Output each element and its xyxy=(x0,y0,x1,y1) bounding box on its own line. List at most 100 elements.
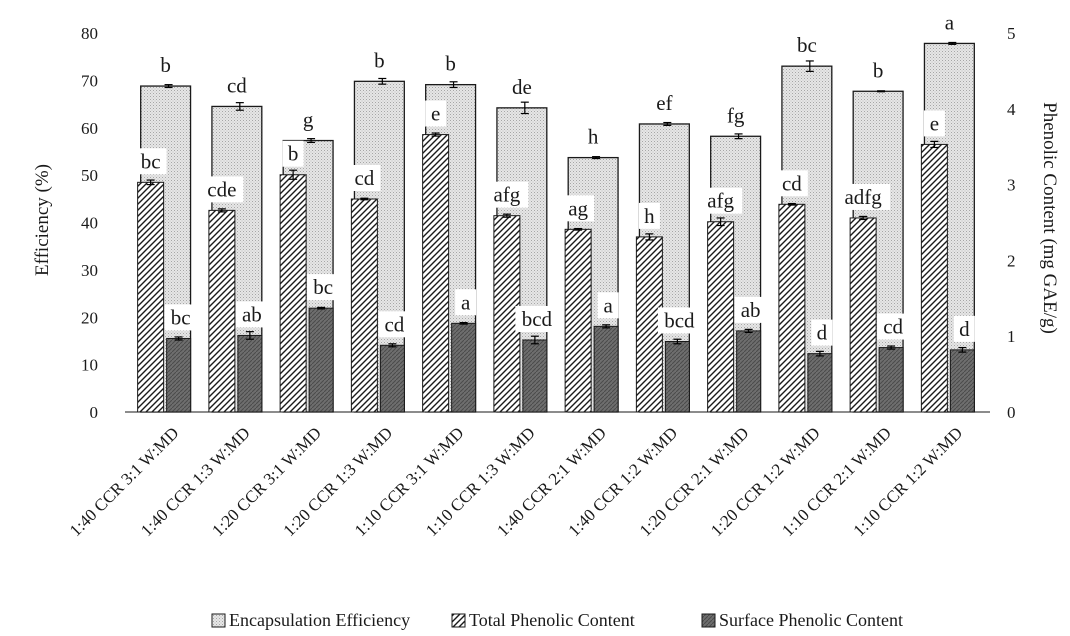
label-surface-phenolic-content-background xyxy=(515,305,559,332)
label-total-phenolic-content-text: e xyxy=(930,111,939,135)
error-bar-total-phenolic-content xyxy=(217,208,226,213)
y-right-tick-label: 4 xyxy=(1007,100,1016,119)
bar-total-phenolic-content xyxy=(422,134,450,413)
bar-surface-phenolic-content xyxy=(237,334,263,413)
label-encapsulation-efficiency: b xyxy=(867,57,889,84)
bar-total-phenolic-content xyxy=(564,228,592,413)
error-bar-surface-phenolic-content xyxy=(887,345,896,350)
label-total-phenolic-content-text: adfg xyxy=(844,185,882,209)
error-bar-total-phenolic-content xyxy=(787,202,796,206)
label-encapsulation-efficiency: b xyxy=(368,47,390,74)
y-left-tick-label: 80 xyxy=(81,24,98,43)
bar-surface-phenolic-content xyxy=(878,347,904,413)
label-encapsulation-efficiency-background xyxy=(297,106,319,133)
label-total-phenolic-content-background xyxy=(134,148,167,175)
error-bar-total-phenolic-content xyxy=(502,213,511,218)
label-total-phenolic-content-text: afg xyxy=(707,189,734,213)
legend-item: Total Phenolic Content xyxy=(451,610,635,630)
legend: Encapsulation Efficiency Total Phenolic C… xyxy=(211,610,903,630)
label-surface-phenolic-content-background xyxy=(877,313,910,340)
label-total-phenolic-content: adfg xyxy=(836,183,891,210)
error-bar-surface-phenolic-content xyxy=(317,306,326,310)
legend-swatch xyxy=(211,613,226,628)
label-encapsulation-efficiency: b xyxy=(155,52,177,79)
legend-swatch xyxy=(701,613,716,628)
label-surface-phenolic-content-text: bc xyxy=(313,275,333,299)
error-bar-encapsulation-efficiency xyxy=(164,84,173,89)
label-total-phenolic-content-background xyxy=(836,183,891,210)
error-bar-total-phenolic-content xyxy=(859,215,868,221)
label-total-phenolic-content-text: b xyxy=(288,142,299,166)
label-total-phenolic-content: afg xyxy=(485,181,529,208)
error-bar-surface-phenolic-content xyxy=(174,336,183,341)
label-surface-phenolic-content-text: cd xyxy=(384,312,404,336)
label-encapsulation-efficiency: g xyxy=(297,106,319,133)
label-surface-phenolic-content: ab xyxy=(734,296,767,323)
label-encapsulation-efficiency-text: de xyxy=(512,75,532,99)
label-surface-phenolic-content-background xyxy=(597,292,619,319)
label-surface-phenolic-content-text: cd xyxy=(883,315,903,339)
error-bar-total-phenolic-content xyxy=(360,197,369,201)
error-bar-encapsulation-efficiency xyxy=(877,90,886,93)
y-axis-right-title: Phenolic Content (mg GAE/g) xyxy=(1039,102,1060,334)
label-surface-phenolic-content-background xyxy=(378,311,411,338)
label-total-phenolic-content: b xyxy=(282,140,304,167)
label-total-phenolic-content-background xyxy=(200,176,244,203)
legend-label: Surface Phenolic Content xyxy=(719,610,903,630)
y-right-tick-label: 3 xyxy=(1007,176,1016,195)
bar-total-phenolic-content xyxy=(208,209,236,413)
y-left-tick-label: 0 xyxy=(90,403,99,422)
bar-total-phenolic-content xyxy=(350,198,378,413)
label-surface-phenolic-content-text: a xyxy=(603,293,613,317)
bar-total-phenolic-content xyxy=(849,217,877,413)
bar-surface-phenolic-content xyxy=(807,353,833,413)
y-left-tick-label: 60 xyxy=(81,119,98,138)
label-encapsulation-efficiency-text: g xyxy=(303,108,314,132)
label-encapsulation-efficiency-text: b xyxy=(374,48,385,72)
label-encapsulation-efficiency: bc xyxy=(790,32,823,59)
label-surface-phenolic-content-background xyxy=(811,319,833,346)
error-bar-surface-phenolic-content xyxy=(815,350,824,357)
error-bar-total-phenolic-content xyxy=(431,132,440,137)
label-encapsulation-efficiency: de xyxy=(505,73,538,100)
error-bar-surface-phenolic-content xyxy=(530,335,539,345)
legend-item: Encapsulation Efficiency xyxy=(211,610,410,630)
label-total-phenolic-content-text: cd xyxy=(354,166,374,190)
label-surface-phenolic-content-background xyxy=(734,296,767,323)
label-total-phenolic-content-background xyxy=(923,110,945,137)
label-total-phenolic-content-background xyxy=(775,170,808,197)
label-surface-phenolic-content-background xyxy=(953,315,975,342)
label-surface-phenolic-content-text: bcd xyxy=(522,307,553,331)
error-bar-encapsulation-efficiency xyxy=(307,138,316,144)
legend-swatch xyxy=(451,613,466,628)
label-surface-phenolic-content-text: ab xyxy=(242,302,262,326)
error-bar-encapsulation-efficiency xyxy=(235,102,244,111)
label-surface-phenolic-content-background xyxy=(455,289,477,316)
bar-total-phenolic-content xyxy=(778,203,806,413)
label-encapsulation-efficiency: b xyxy=(440,50,462,77)
legend-item: Surface Phenolic Content xyxy=(701,610,903,630)
bar-surface-phenolic-content xyxy=(949,349,975,413)
error-bar-total-phenolic-content xyxy=(645,233,654,241)
label-encapsulation-efficiency-background xyxy=(790,32,823,59)
error-bar-surface-phenolic-content xyxy=(673,338,682,345)
label-encapsulation-efficiency: cd xyxy=(220,72,253,99)
label-surface-phenolic-content: a xyxy=(597,292,619,319)
label-encapsulation-efficiency: a xyxy=(938,9,960,36)
bar-surface-phenolic-content xyxy=(736,330,762,413)
label-surface-phenolic-content: a xyxy=(455,289,477,316)
error-bar-encapsulation-efficiency xyxy=(378,77,387,85)
label-surface-phenolic-content: cd xyxy=(378,311,411,338)
label-surface-phenolic-content: d xyxy=(953,315,975,342)
label-encapsulation-efficiency: fg xyxy=(719,102,752,129)
label-encapsulation-efficiency-background xyxy=(505,73,538,100)
label-total-phenolic-content-background xyxy=(562,195,595,222)
label-total-phenolic-content: h xyxy=(638,202,660,229)
label-surface-phenolic-content-background xyxy=(164,304,197,331)
label-surface-phenolic-content-text: ab xyxy=(741,298,761,322)
label-total-phenolic-content-text: ag xyxy=(568,196,588,220)
label-total-phenolic-content-background xyxy=(638,202,660,229)
label-total-phenolic-content-text: cde xyxy=(207,177,236,201)
label-total-phenolic-content: e xyxy=(923,110,945,137)
label-total-phenolic-content-text: bc xyxy=(141,149,161,173)
